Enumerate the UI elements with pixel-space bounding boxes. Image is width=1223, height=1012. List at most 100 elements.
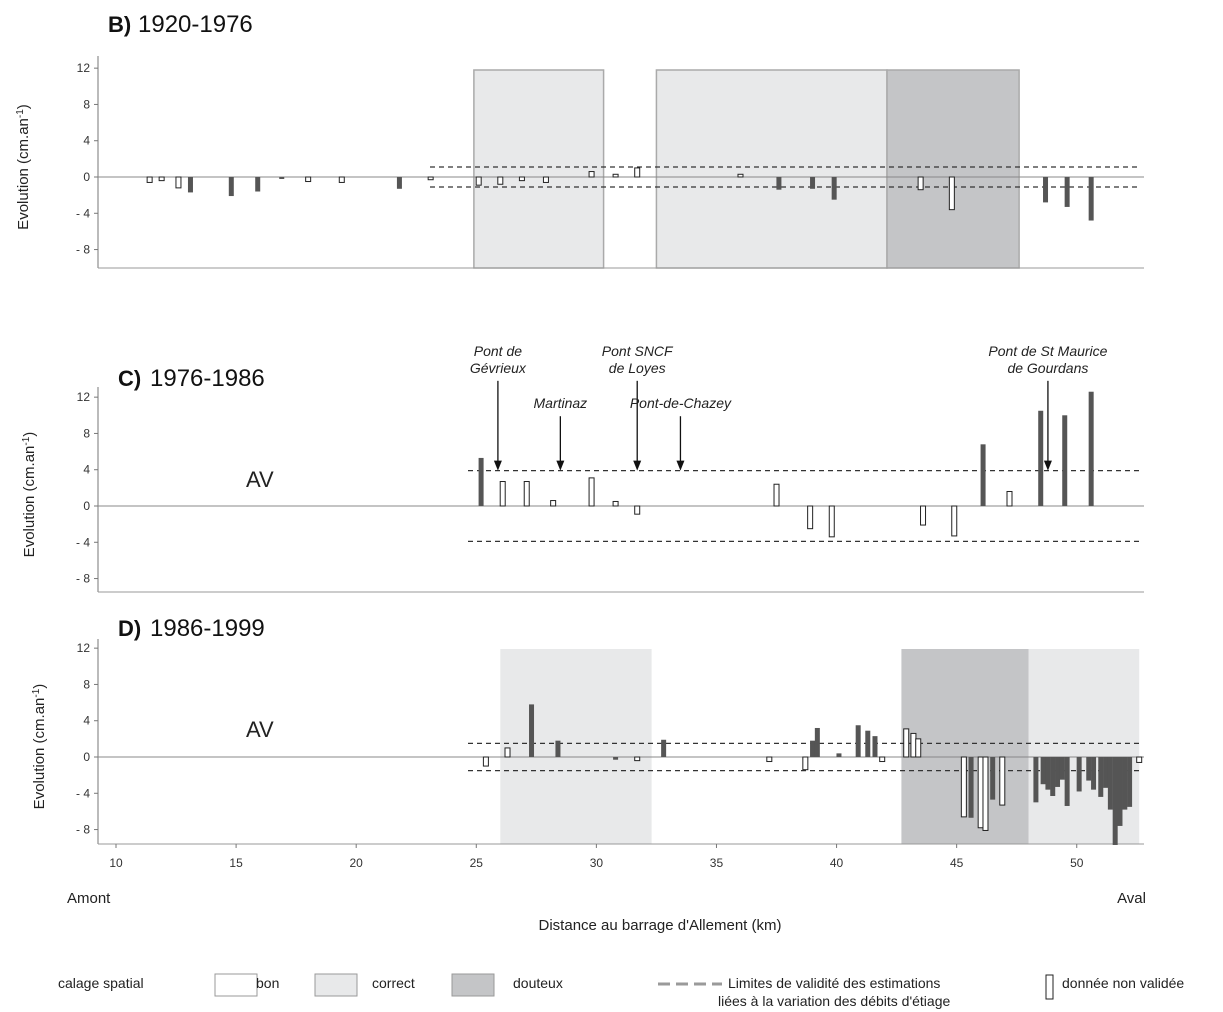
bar-validated-40 [1117,757,1123,826]
bar-unvalidated-22 [977,756,984,829]
legend: calage spatial bon correct douteux Limites d… [58,973,1184,1009]
zone-correct-2 [655,69,888,269]
bar-validated-26 [1064,177,1070,207]
bar-validated-37 [1103,757,1109,788]
bar-validated-14 [865,730,871,757]
annotation-label: Pont de [474,343,522,359]
bar-unvalidated-11 [920,505,927,526]
bar-validated-34 [1086,757,1092,781]
y-tick-label: 12 [77,641,91,655]
bar-unvalidated-7 [634,505,641,515]
y-tick-label: - 4 [76,786,90,800]
bar-validated-21 [810,177,816,189]
panel-3: 12 8 4 0 - 4 - 8 Evolution (cm.an-1) D) 1986-199… [31,615,1144,845]
y-tick-label: 0 [83,750,90,764]
bar-unvalidated-12 [951,505,958,537]
y-tick-label: 0 [83,170,90,184]
bar-validated-20 [776,177,782,190]
panel-1: 12 8 4 0 - 4 - 8 Evolution (cm.an-1) B) 1920-197… [15,11,1144,269]
bar-validated-29 [1050,757,1056,797]
x-tick-label: 50 [1070,856,1084,870]
bar-unvalidated-14 [1006,490,1013,507]
bar-unvalidated-14 [518,176,525,182]
arrow-down-icon [493,460,502,471]
y-tick-label: - 8 [76,572,90,586]
bar-validated-22 [831,177,837,200]
bar-unvalidated-6 [612,500,619,507]
bar-validated-27 [1040,757,1046,785]
bar-validated-30 [1055,757,1061,787]
bar-unvalidated-15 [542,176,549,183]
y-tick-label: 4 [83,714,90,728]
y-axis-label: Evolution (cm.an-1) [21,432,39,558]
bar-unvalidated-16 [879,756,886,763]
bar-unvalidated-8 [305,176,312,183]
bar-validated-15 [1038,410,1044,506]
bar-unvalidated-5 [588,477,595,507]
arrow-down-icon [1043,460,1052,471]
panel-title: 1986-1999 [150,615,265,642]
annotation-label: Gévrieux [470,360,527,376]
bar-unvalidated-1 [146,176,153,183]
x-tick-label: 15 [229,856,243,870]
panel-letter: D) [118,616,141,641]
bar-validated-4 [187,177,193,193]
bar-validated-4 [555,740,561,757]
legend-label-2: correct [372,975,415,991]
x-end-label-left: Amont [67,890,111,907]
av-label: AV [246,467,274,492]
annotation-label: Pont SNCF [602,343,674,359]
arrow-down-icon [556,460,565,471]
bar-unvalidated-13 [497,176,504,185]
x-axis-label: Distance au barrage d'Allement (km) [539,917,782,934]
panel-letter: B) [108,12,131,37]
bar-unvalidated-4 [550,500,557,507]
bar-validated-31 [1059,757,1065,780]
bar-validated-38 [1107,757,1113,810]
bar-validated-6 [255,177,261,192]
legend-label-1: bon [256,975,279,991]
bar-validated-24 [990,757,996,800]
bar-unvalidated-11 [427,176,434,181]
chart-panels: 12 8 4 0 - 4 - 8 Evolution (cm.an-1) B) 1920-197… [15,11,1144,845]
bar-unvalidated-2 [504,747,511,758]
arrow-down-icon [633,460,642,471]
panel-letter: C) [118,366,141,391]
annotation-2: Martinaz [534,395,587,471]
bar-validated-42 [1127,757,1133,807]
bar-validated-16 [1062,415,1068,506]
bar-validated-15 [872,736,878,757]
y-tick-label: - 8 [76,243,90,257]
annotation-label: Pont-de-Chazey [630,395,732,411]
bar-unvalidated-18 [910,732,917,758]
annotation-label: de Gourdans [1007,360,1088,376]
zone-correct-1 [473,69,605,269]
bar-validated-25 [1043,177,1049,203]
y-axis-label: Evolution (cm.an-1) [15,104,33,230]
bar-validated-33 [1076,757,1082,792]
x-tick-label: 30 [590,856,604,870]
bar-unvalidated-17 [612,173,619,178]
bar-unvalidated-23 [917,176,924,191]
bar-validated-17 [1088,391,1094,506]
y-tick-label: - 4 [76,206,90,220]
x-tick-label: 40 [830,856,844,870]
bar-validated-3 [529,704,535,757]
x-tick-label: 35 [710,856,724,870]
legend-label-3: douteux [513,975,563,991]
legend-swatch-2 [314,973,358,997]
annotation-4: Pont-de-Chazey [630,395,732,471]
y-axis-label: Evolution (cm.an-1) [31,684,49,810]
bar-validated-12 [836,753,842,757]
y-tick-label: 4 [83,463,90,477]
bar-validated-13 [855,725,861,757]
bar-validated-7 [661,739,667,757]
bar-unvalidated-43 [1136,756,1143,763]
x-tick-label: 20 [350,856,364,870]
legend-calage-label: calage spatial [58,975,144,991]
bar-unvalidated-9 [802,756,809,771]
bar-unvalidated-12 [475,176,482,186]
bar-unvalidated-10 [828,505,835,538]
bar-validated-5 [228,177,234,197]
